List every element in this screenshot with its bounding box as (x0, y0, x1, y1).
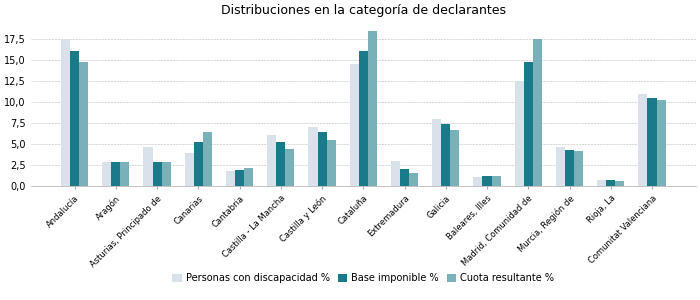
Bar (318, 131, 327, 186)
Bar (79, 62, 88, 186)
Bar (565, 150, 574, 186)
Bar (226, 171, 235, 186)
Bar (574, 151, 583, 186)
Bar (235, 170, 244, 186)
Bar (606, 180, 615, 186)
Bar (359, 51, 368, 186)
Bar (203, 131, 212, 186)
Bar (102, 162, 111, 186)
Bar (309, 127, 318, 186)
Bar (482, 176, 491, 186)
Bar (144, 147, 153, 186)
Bar (657, 100, 666, 186)
Bar (597, 180, 606, 186)
Title: Distribuciones en la categoría de declarantes: Distribuciones en la categoría de declar… (220, 4, 506, 17)
Bar (556, 147, 565, 186)
Bar (162, 162, 171, 186)
Bar (120, 162, 130, 186)
Bar (194, 142, 203, 186)
Bar (514, 81, 524, 186)
Bar (267, 135, 276, 186)
Bar (244, 168, 253, 186)
Bar (450, 130, 459, 186)
Bar (432, 119, 441, 186)
Bar (391, 161, 400, 186)
Bar (286, 149, 295, 186)
Bar (350, 64, 359, 186)
Bar (615, 181, 624, 186)
Bar (473, 177, 482, 186)
Bar (111, 162, 120, 186)
Bar (185, 153, 194, 186)
Bar (61, 39, 70, 186)
Bar (441, 124, 450, 186)
Legend: Personas con discapacidad %, Base imponible %, Cuota resultante %: Personas con discapacidad %, Base imponi… (169, 269, 558, 287)
Bar (153, 162, 162, 186)
Bar (327, 140, 336, 186)
Bar (70, 51, 79, 186)
Bar (368, 31, 377, 186)
Bar (491, 176, 500, 186)
Bar (648, 98, 657, 186)
Bar (638, 94, 648, 186)
Bar (276, 142, 286, 186)
Bar (533, 39, 542, 186)
Bar (400, 169, 409, 186)
Bar (524, 62, 533, 186)
Bar (409, 172, 418, 186)
